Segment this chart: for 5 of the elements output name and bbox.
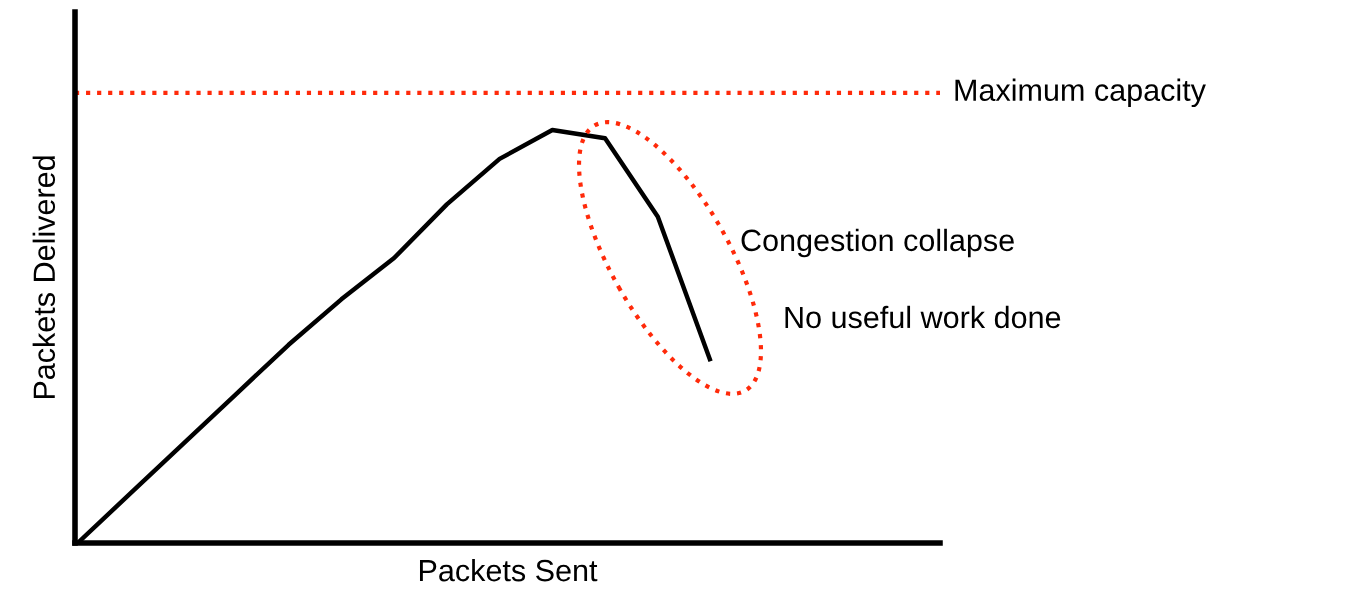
annotation: No useful work done	[785, 305, 1061, 329]
x-axis-title: Packets Sent	[419, 558, 598, 582]
annotation: Congestion collapse	[741, 228, 1014, 258]
ref-line-label: Maximum capacity	[955, 78, 1206, 108]
y-axis-title: Packets Delivered	[32, 156, 56, 399]
